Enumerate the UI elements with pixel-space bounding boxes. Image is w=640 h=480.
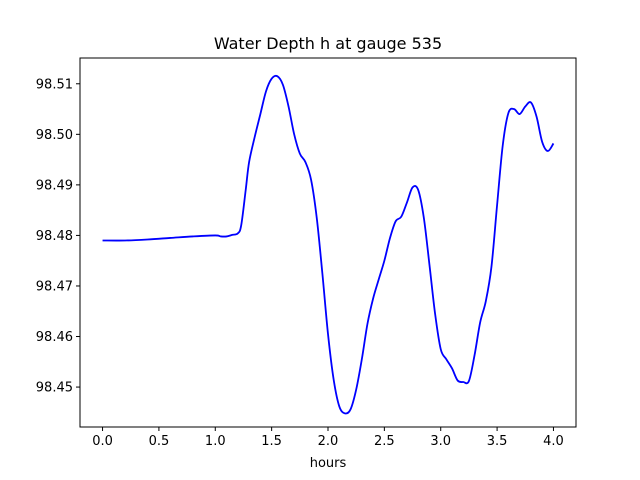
plot-area: [102, 74, 555, 415]
x-tick-label: 2.0: [318, 434, 339, 449]
x-tick-label: 1.5: [261, 434, 282, 449]
y-tick-label: 98.45: [36, 381, 73, 396]
x-tick-label: 1.0: [205, 434, 226, 449]
chart-title: Water Depth h at gauge 535: [214, 34, 442, 53]
series-line: [102, 74, 555, 415]
x-axis: 0.0 0.5 1.0 1.5 2.0 2.5 3.0 3.5 4.0: [92, 427, 564, 449]
x-tick-label: 0.5: [149, 434, 170, 449]
y-tick-label: 98.47: [36, 279, 73, 294]
x-tick-label: 3.0: [430, 434, 451, 449]
y-axis: 98.45 98.46 98.47 98.48 98.49 98.50 98.51: [36, 77, 80, 396]
x-tick-label: 3.5: [487, 434, 508, 449]
x-tick-label: 0.0: [92, 434, 113, 449]
x-tick-label: 4.0: [543, 434, 564, 449]
y-tick-label: 98.50: [36, 128, 73, 143]
y-tick-label: 98.48: [36, 229, 73, 244]
y-tick-label: 98.46: [36, 330, 73, 345]
y-tick-label: 98.49: [36, 178, 73, 193]
plot-frame: [79, 57, 577, 428]
x-tick-label: 2.5: [374, 434, 395, 449]
x-axis-label: hours: [310, 456, 347, 471]
y-tick-label: 98.51: [36, 77, 73, 92]
